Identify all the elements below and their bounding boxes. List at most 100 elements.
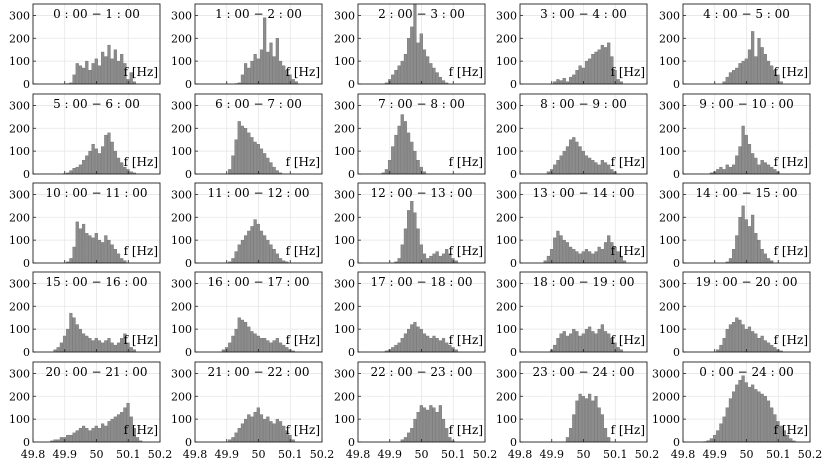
frequency-label: f [Hz] [774, 244, 808, 258]
histogram-bar [789, 439, 792, 442]
histogram-bar [232, 437, 235, 442]
histogram-bar [407, 133, 410, 174]
histogram-bar [273, 249, 276, 263]
histogram-bar [569, 247, 572, 263]
y-tick-label: 300 [171, 188, 192, 201]
histogram-bar [423, 408, 426, 442]
y-tick-label: 200 [171, 390, 192, 403]
histogram-bar [404, 229, 407, 263]
y-tick-label: 300 [496, 9, 517, 22]
histogram-bar [82, 160, 85, 174]
histogram-bar [60, 437, 63, 442]
x-tick-label: 50.1 [441, 448, 466, 461]
histogram-bar [767, 258, 770, 263]
y-tick-label: 100 [334, 323, 355, 336]
y-tick-label: 200 [9, 122, 30, 135]
histogram-bar [758, 338, 761, 352]
histogram-bar [439, 405, 442, 442]
y-tick-label: 0 [23, 257, 30, 270]
histogram-bar [604, 331, 607, 352]
histogram-bar [572, 329, 575, 352]
histogram-bar [251, 331, 254, 352]
histogram-bar [598, 247, 601, 263]
histogram-bar [401, 338, 404, 352]
histogram-bar [92, 144, 95, 174]
histogram-bar [244, 128, 247, 174]
y-tick-label: 100 [496, 234, 517, 247]
histogram-bar [720, 167, 723, 174]
histogram-bar [557, 160, 560, 174]
histogram-bar [553, 165, 556, 174]
y-tick-label: 0 [510, 346, 517, 359]
subplot-title: 21 : 00 − 22 : 00 [207, 365, 309, 379]
histogram-bar [426, 57, 429, 84]
histogram-bar [761, 394, 764, 442]
histogram-bar [279, 61, 282, 84]
histogram-bar [588, 394, 591, 442]
histogram-bar [395, 70, 398, 84]
histogram-bar [254, 54, 257, 84]
y-tick-label: 100 [659, 55, 680, 68]
y-tick-label: 200 [171, 32, 192, 45]
histogram-bar [754, 334, 757, 352]
histogram-bar [585, 329, 588, 352]
y-tick-label: 0 [510, 78, 517, 91]
histogram-bar [241, 320, 244, 352]
y-tick-label: 300 [334, 277, 355, 290]
histogram-bar [735, 385, 738, 442]
histogram-bar [601, 415, 604, 442]
x-tick-label: 50 [252, 448, 266, 461]
subplot-title: 23 : 00 − 24 : 00 [532, 365, 634, 379]
histogram-bar [232, 336, 235, 352]
x-tick-label: 49.8 [346, 448, 371, 461]
y-tick-label: 300 [659, 99, 680, 112]
histogram-bar [598, 165, 601, 174]
subplot-title: 22 : 00 − 23 : 00 [370, 365, 472, 379]
histogram-bar [591, 54, 594, 84]
histogram-bar [748, 226, 751, 263]
histogram-bar [758, 165, 761, 174]
histogram-bar [263, 153, 266, 174]
histogram-bar [104, 341, 107, 352]
histogram-bar [73, 247, 76, 263]
histogram-bar [391, 147, 394, 174]
histogram-bar [410, 201, 413, 263]
histogram-bar [732, 70, 735, 84]
y-tick-label: 300 [334, 9, 355, 22]
histogram-bar [604, 242, 607, 263]
frequency-label: f [Hz] [774, 423, 808, 437]
histogram-bar [569, 140, 572, 174]
histogram-bar [95, 233, 98, 263]
histogram-bar [92, 238, 95, 263]
histogram-bar [710, 439, 713, 442]
histogram-bar [563, 151, 566, 174]
histogram-bar [591, 254, 594, 263]
histogram-bar [739, 320, 742, 352]
histogram-bar [610, 169, 613, 174]
y-tick-label: 200 [659, 211, 680, 224]
histogram-bar [591, 160, 594, 174]
histogram-bar [407, 38, 410, 84]
histogram-bar [257, 144, 260, 174]
histogram-bar [235, 252, 238, 263]
histogram-bar [429, 256, 432, 263]
histogram-bar [104, 236, 107, 263]
histogram-bar [244, 419, 247, 442]
histogram-bar [585, 61, 588, 84]
histogram-bar [292, 79, 295, 84]
y-tick-label: 0 [348, 78, 355, 91]
histogram-bar [130, 347, 133, 352]
histogram-bar [417, 160, 420, 174]
y-tick-label: 100 [334, 55, 355, 68]
histogram-bar [266, 158, 269, 174]
histogram-bar [228, 169, 231, 174]
histogram-bar [420, 34, 423, 84]
y-tick-label: 100 [496, 413, 517, 426]
histogram-bar [79, 165, 82, 174]
histogram-bar [238, 428, 241, 442]
histogram-bar [82, 426, 85, 442]
histogram-bar [260, 149, 263, 174]
